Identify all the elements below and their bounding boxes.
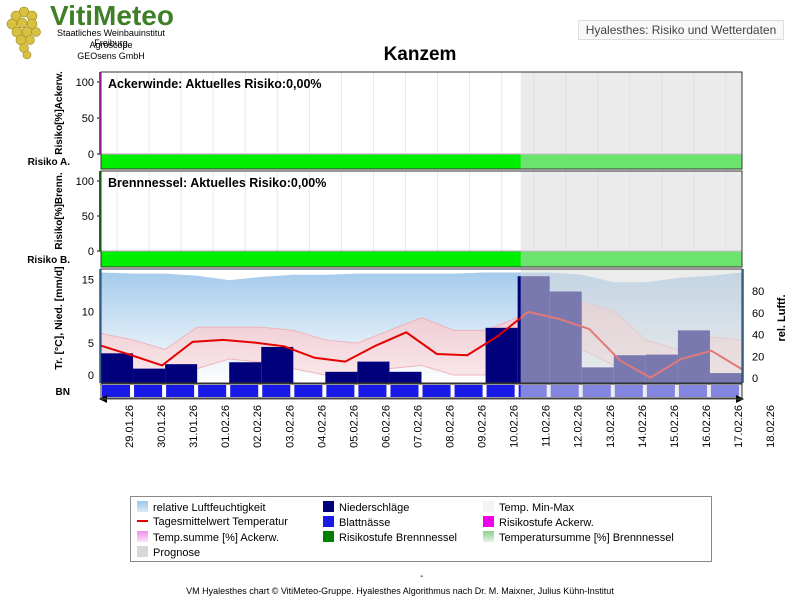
leaf-wetness-mark — [102, 385, 131, 397]
precip-bar — [165, 364, 198, 383]
y-tick-label: 50 — [82, 113, 94, 125]
legend-temp-min-max: Temp. Min-Max — [483, 501, 574, 514]
y-tick-label: 0 — [88, 370, 94, 382]
legend-humidity: relative Luftfeuchtigkeit — [137, 501, 266, 514]
x-tick-label: 13.02.26 — [605, 405, 617, 448]
x-tick-label: 11.02.26 — [541, 405, 553, 447]
y-axis-label-brennnessel: Risiko[%]Brenn. — [54, 172, 65, 249]
y-tick-label: 100 — [76, 77, 94, 89]
leaf-wetness-mark — [454, 385, 483, 397]
panel-frame-weather — [100, 268, 743, 384]
logo-line: Agroscope — [89, 40, 133, 50]
x-tick-label: 09.02.26 — [477, 405, 489, 448]
x-tick-label: 30.01.26 — [156, 405, 168, 448]
legend-prognosis: Prognose — [137, 546, 200, 559]
precip-bar — [261, 346, 294, 383]
legend-risk-ackerw: Risikostufe Ackerw. — [483, 516, 594, 529]
risk-label-ackerwinde: Risiko A. — [28, 157, 71, 168]
precip-bar — [133, 368, 166, 383]
legend-tempsum-brenn: Temperatursumme [%] Brennnessel — [483, 531, 674, 544]
leaf-wetness-mark — [294, 385, 323, 397]
precip-bar — [229, 362, 262, 383]
x-tick-label: 04.02.26 — [316, 405, 328, 448]
y-tick-label: 0 — [88, 246, 94, 258]
x-tick-label: 29.01.26 — [124, 405, 136, 448]
legend-tempsum-ackerw: Temp.summe [%] Ackerw. — [137, 531, 279, 544]
y-right-tick-label: 20 — [752, 351, 764, 363]
y-tick-label: 5 — [88, 338, 94, 350]
x-tick-label: 03.02.26 — [284, 405, 296, 448]
x-tick-label: 08.02.26 — [445, 405, 457, 448]
leaf-wetness-mark — [198, 385, 227, 397]
x-tick-label: 05.02.26 — [348, 405, 360, 448]
y-tick-label: 0 — [88, 149, 94, 161]
x-tick-label: 15.02.26 — [669, 405, 681, 448]
x-tick-label: 18.02.26 — [765, 405, 777, 448]
leaf-wetness-mark — [262, 385, 291, 397]
y-right-tick-label: 60 — [752, 308, 764, 320]
y-axis-label-weather: Tr. [°C], Nied. [mm/d] — [53, 266, 65, 369]
y-tick-label: 10 — [82, 306, 94, 318]
y-tick-label: 100 — [76, 176, 94, 188]
panel-title-ackerwinde: Ackerwinde: Aktuelles Risiko:0,00% — [108, 77, 322, 91]
y-tick-label: 50 — [82, 211, 94, 223]
leaf-wetness-mark — [326, 385, 355, 397]
legend-precipitation: Niederschläge — [323, 501, 409, 514]
x-tick-label: 10.02.26 — [509, 405, 521, 448]
precip-bar — [485, 327, 518, 383]
x-tick-label: 01.02.26 — [220, 405, 232, 448]
x-tick-label: 16.02.26 — [701, 405, 713, 448]
bn-frame — [100, 383, 743, 399]
separator: - — [420, 571, 424, 582]
y-right-tick-label: 40 — [752, 330, 764, 342]
prognosis-overlay — [520, 72, 742, 169]
x-tick-label: 06.02.26 — [380, 405, 392, 448]
leaf-wetness-mark — [230, 385, 259, 397]
logo: VitiMeteo Staatliches Weinbauinstitut Fr… — [2, 0, 182, 62]
y-axis-label-ackerwinde: Risiko[%]Ackerw. — [54, 71, 65, 155]
leaf-wetness-mark — [422, 385, 451, 397]
leaf-wetness-mark — [358, 385, 387, 397]
precip-bar — [101, 353, 134, 383]
legend: relative Luftfeuchtigkeit Niederschläge … — [130, 496, 712, 562]
y-tick-label: 15 — [82, 274, 94, 286]
leaf-wetness-mark — [166, 385, 195, 397]
legend-risk-brenn: Risikostufe Brennnessel — [323, 531, 457, 544]
footer: VM Hyalesthes chart © VitiMeteo-Gruppe. … — [186, 586, 614, 596]
x-tick-label: 17.02.26 — [733, 405, 745, 448]
panel-frame-brennnessel — [100, 170, 743, 268]
prognosis-overlay — [520, 269, 742, 383]
precip-bar — [389, 371, 422, 383]
y-right-tick-label: 0 — [752, 373, 758, 385]
precip-bar — [325, 371, 358, 383]
logo-title: VitiMeteo — [50, 0, 174, 31]
grape-icon — [6, 6, 41, 60]
x-tick-label: 07.02.26 — [412, 405, 424, 448]
header-box: Hyalesthes: Risiko und Wetterdaten — [578, 20, 784, 40]
leaf-wetness-mark — [390, 385, 419, 397]
page-title: Kanzem — [383, 44, 457, 65]
bn-label: BN — [56, 387, 70, 398]
y-right-axis-label: rel. Luftf. — [776, 294, 788, 341]
legend-temp-mean: Tagesmittelwert Temperatur — [137, 516, 288, 528]
panel-title-brennnessel: Brennnessel: Aktuelles Risiko:0,00% — [108, 176, 326, 190]
legend-leaf-wetness: Blattnässe — [323, 516, 390, 529]
leaf-wetness-mark — [486, 385, 515, 397]
leaf-wetness-mark — [134, 385, 163, 397]
x-tick-label: 14.02.26 — [637, 405, 649, 448]
y-right-tick-label: 80 — [752, 286, 764, 298]
prognosis-overlay — [520, 171, 742, 267]
x-tick-label: 12.02.26 — [573, 405, 585, 448]
x-tick-label: 31.01.26 — [188, 405, 200, 448]
panel-frame-ackerwinde — [100, 71, 743, 170]
logo-line: Staatliches Weinbauinstitut Freiburg — [57, 28, 165, 48]
x-tick-label: 02.02.26 — [252, 405, 264, 448]
prognosis-overlay — [520, 384, 742, 398]
logo-line: GEOsens GmbH — [77, 51, 145, 61]
risk-label-brennnessel: Risiko B. — [27, 255, 70, 266]
precip-bar — [357, 361, 390, 383]
